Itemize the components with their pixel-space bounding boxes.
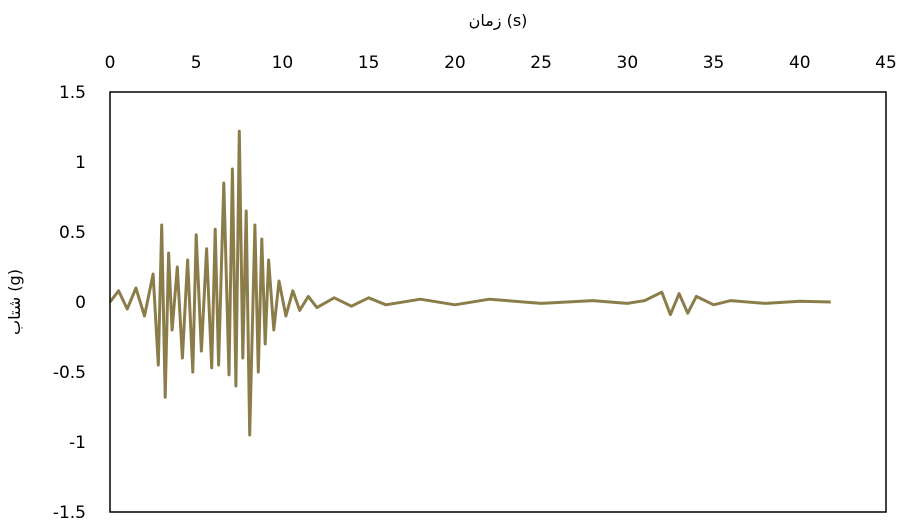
y-tick-label: -1 <box>69 433 86 453</box>
x-tick-label: 20 <box>444 53 466 73</box>
y-tick-label: 0.5 <box>59 223 86 243</box>
x-tick-label: 0 <box>105 53 116 73</box>
x-axis-title: زمان (s) <box>469 11 528 31</box>
x-tick-label: 30 <box>617 53 639 73</box>
y-axis-title: شتاب (g) <box>5 269 24 335</box>
x-tick-label: 25 <box>530 53 552 73</box>
x-tick-label: 35 <box>703 53 725 73</box>
x-tick-label: 40 <box>789 53 811 73</box>
x-tick-label: 10 <box>272 53 294 73</box>
y-tick-label: 0 <box>75 293 86 313</box>
y-tick-label: 1.5 <box>59 83 86 103</box>
series-line <box>108 129 831 437</box>
x-tick-label: 45 <box>875 53 897 73</box>
x-tick-label: 5 <box>191 53 202 73</box>
plot-area-frame <box>109 91 887 513</box>
x-tick-label: 15 <box>358 53 380 73</box>
y-tick-labels: 1.5 1 0.5 0 -0.5 -1 -1.5 <box>53 83 86 523</box>
x-tick-labels: 0 5 10 15 20 25 30 35 40 45 <box>105 53 897 73</box>
y-tick-label: -0.5 <box>53 363 86 383</box>
y-tick-label: -1.5 <box>53 503 86 523</box>
y-tick-label: 1 <box>75 153 86 173</box>
